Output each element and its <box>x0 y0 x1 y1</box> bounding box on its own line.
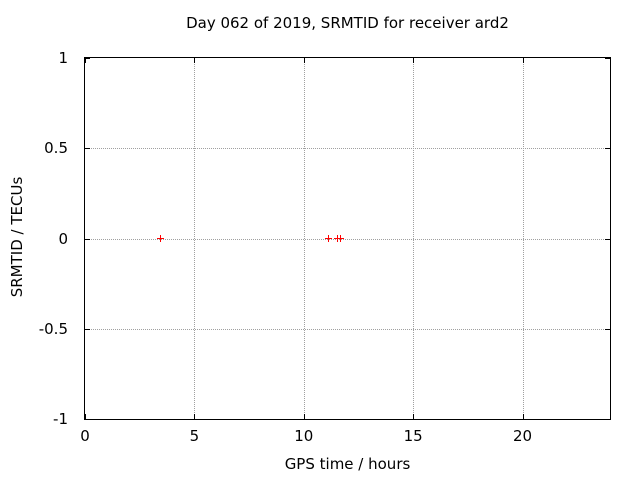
x-tick-mark <box>194 414 196 419</box>
x-tick-label: 20 <box>512 427 533 445</box>
gridline-horizontal <box>85 328 610 330</box>
y-tick-label: 0.5 <box>44 139 68 158</box>
gridline-horizontal <box>85 148 610 150</box>
y-tick-label: 0 <box>58 229 68 248</box>
data-point-marker <box>337 235 344 242</box>
x-tick-mark <box>413 414 415 419</box>
y-tick-mark <box>85 148 90 150</box>
gridline-horizontal <box>85 238 610 240</box>
x-tick-mark <box>303 414 305 419</box>
plot-area <box>84 57 611 420</box>
x-tick-mark <box>85 414 86 419</box>
y-tick-mark <box>85 328 90 330</box>
x-tick-mark <box>413 58 415 63</box>
x-tick-label: 10 <box>294 427 314 445</box>
data-point-marker <box>325 235 333 242</box>
x-tick-mark <box>522 414 524 419</box>
x-tick-label: 15 <box>403 427 423 445</box>
y-tick-label: 1 <box>58 49 68 67</box>
y-tick-mark <box>85 58 90 59</box>
y-tick-mark <box>605 419 610 420</box>
y-tick-mark <box>605 148 610 150</box>
y-tick-mark <box>85 419 90 420</box>
x-tick-mark <box>194 58 196 63</box>
y-tick-mark <box>605 328 610 330</box>
x-tick-mark <box>85 58 86 63</box>
y-tick-label: -0.5 <box>38 319 68 338</box>
y-tick-mark <box>605 238 610 240</box>
y-tick-label: -1 <box>53 410 68 428</box>
data-point-marker <box>156 235 164 242</box>
x-tick-label: 5 <box>189 427 200 445</box>
y-tick-mark <box>605 58 610 59</box>
x-axis-label: GPS time / hours <box>284 455 411 473</box>
x-tick-label: 0 <box>80 427 90 445</box>
chart-title: Day 062 of 2019, SRMTID for receiver ard… <box>186 14 509 32</box>
x-tick-mark <box>522 58 524 63</box>
y-tick-mark <box>85 238 90 240</box>
x-tick-mark <box>303 58 305 63</box>
